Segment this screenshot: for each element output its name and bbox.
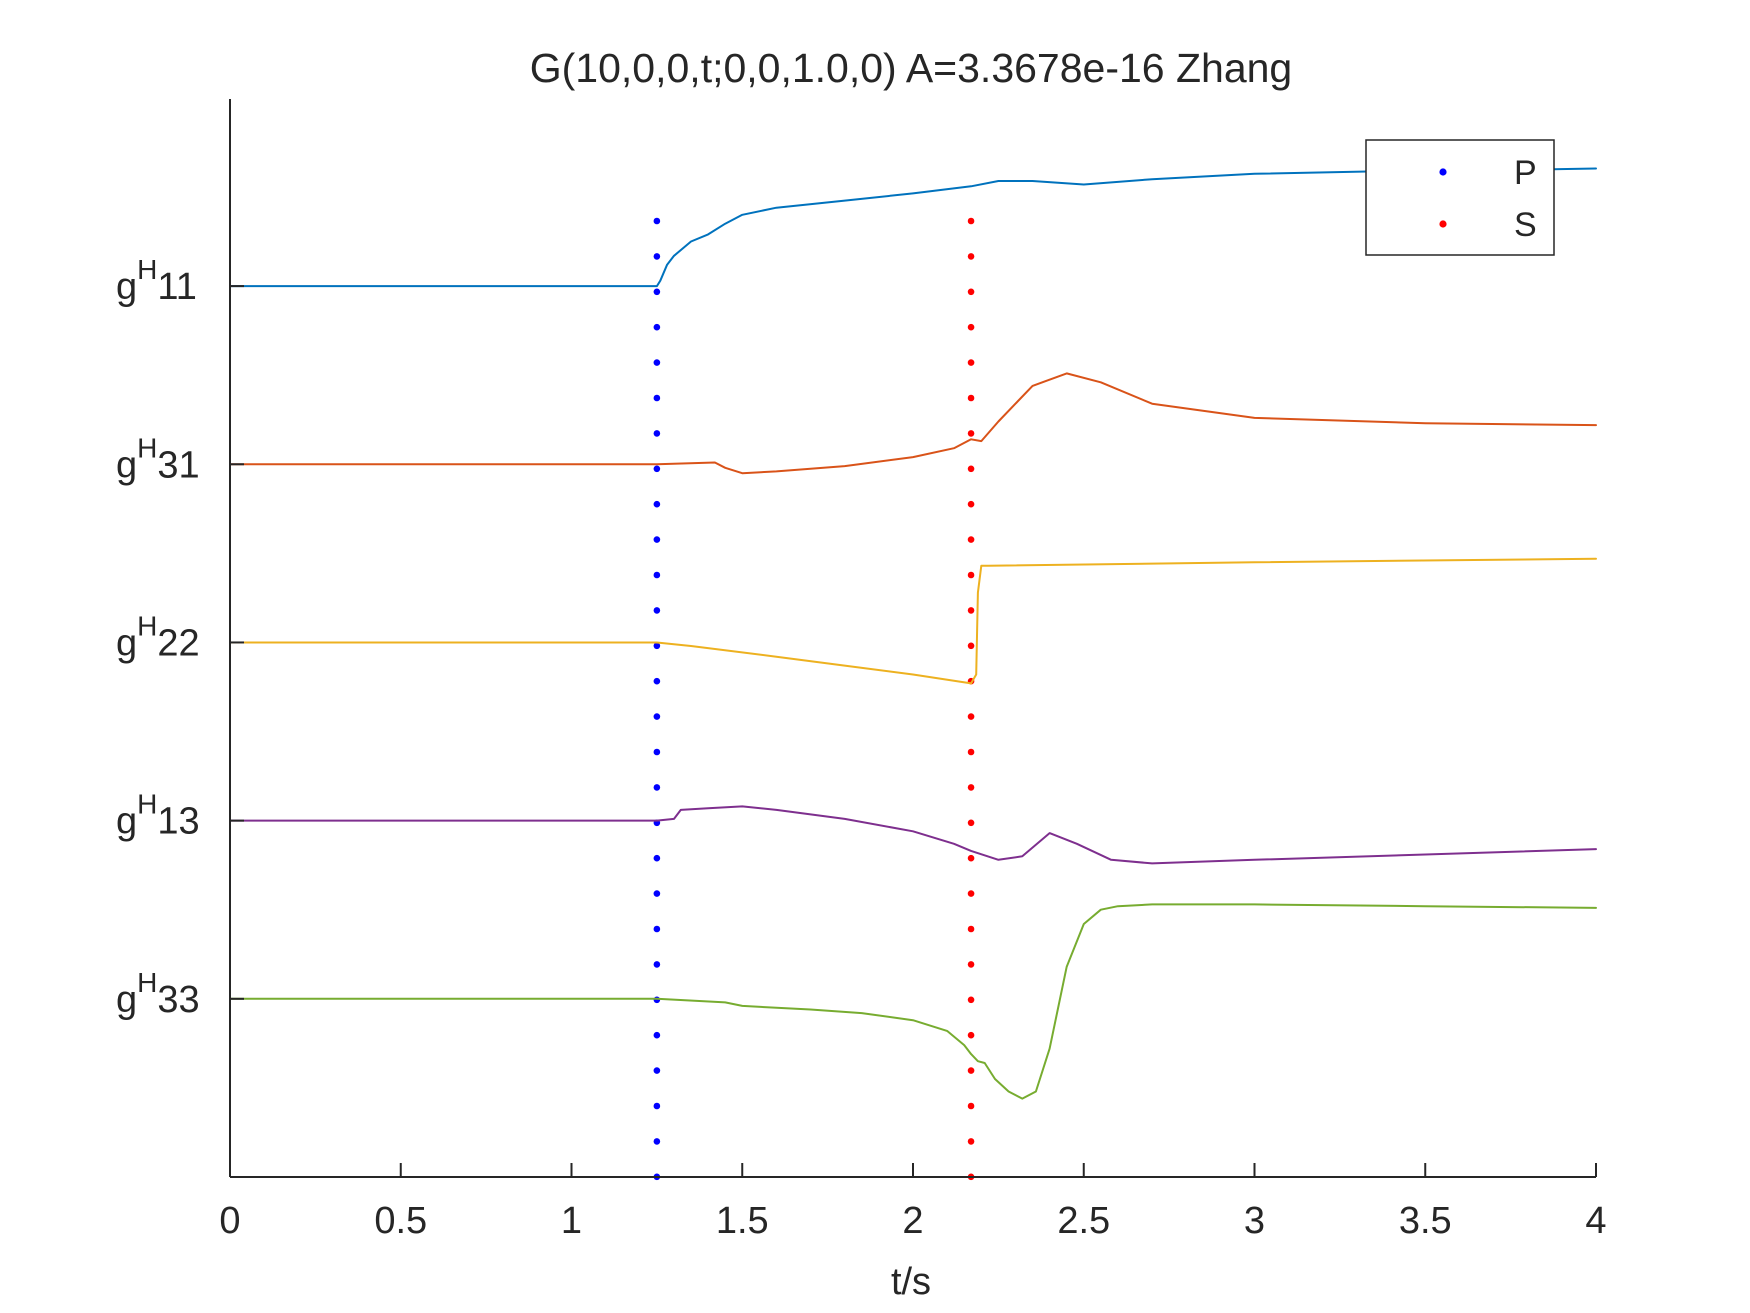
marker-point-p	[653, 253, 661, 260]
y-tick-label-gH31: gH31	[116, 432, 200, 486]
legend: PS	[1365, 139, 1555, 256]
marker-point-s	[967, 253, 975, 260]
marker-point-s	[967, 748, 975, 756]
y-tick-label-gH11: gH11	[116, 254, 197, 308]
y-label-base: g	[116, 979, 137, 1021]
marker-point-p	[653, 961, 661, 968]
y-label-sup: H	[137, 610, 157, 641]
marker-point-p	[653, 430, 661, 437]
marker-point-s	[967, 607, 975, 614]
y-label-base: g	[116, 266, 137, 308]
marker-point-p	[653, 607, 661, 614]
marker-point-s	[967, 713, 975, 720]
y-label-sub: 11	[157, 266, 196, 308]
x-tick-label: 1.5	[716, 1200, 769, 1242]
marker-point-s	[967, 1031, 975, 1039]
marker-point-s	[967, 571, 975, 579]
legend-label-p: P	[1514, 154, 1537, 192]
marker-point-p	[653, 784, 661, 791]
marker-point-p	[653, 288, 661, 296]
marker-point-p	[653, 359, 661, 366]
marker-point-p	[653, 890, 661, 897]
y-label-sub: 22	[157, 622, 199, 664]
legend-label-s: S	[1514, 206, 1537, 244]
marker-point-s	[967, 1102, 975, 1110]
marker-point-s	[967, 536, 975, 543]
x-tick-label: 0.5	[374, 1200, 427, 1242]
y-label-sub: 33	[157, 979, 199, 1021]
x-ticks: 0 0.5 1 1.5 2 2.5 3 3.5 4	[219, 1163, 1607, 1242]
marker-point-p	[653, 500, 661, 508]
marker-point-p	[653, 1102, 661, 1110]
x-tick-label: 2	[902, 1200, 923, 1242]
legend-marker-s	[1439, 220, 1447, 228]
y-label-sub: 13	[157, 801, 199, 843]
marker-point-p	[653, 465, 661, 473]
plot-area	[229, 167, 1597, 1181]
marker-point-p	[653, 1031, 661, 1039]
marker-point-p	[653, 217, 661, 225]
marker-point-s	[967, 642, 975, 650]
y-label-base: g	[116, 622, 137, 664]
y-label-base: g	[116, 801, 137, 843]
marker-point-s	[967, 1067, 975, 1074]
marker-point-s	[967, 430, 975, 437]
marker-point-s	[967, 996, 975, 1004]
marker-point-p	[653, 713, 661, 720]
marker-point-p	[653, 1067, 661, 1074]
y-tick-label-gH22: gH22	[116, 610, 200, 664]
y-tick-label-gH33: gH33	[116, 967, 200, 1021]
y-label-sup: H	[137, 432, 157, 463]
marker-point-s	[967, 819, 975, 827]
marker-point-p	[653, 571, 661, 579]
marker-point-p	[653, 854, 661, 862]
marker-point-s	[967, 1138, 975, 1145]
marker-point-s	[967, 925, 975, 933]
x-tick-label: 1	[561, 1200, 582, 1242]
x-tick-label: 3.5	[1399, 1200, 1452, 1242]
y-label-sup: H	[137, 967, 157, 998]
x-axis-label: t/s	[891, 1261, 931, 1303]
series-line-gH31	[229, 372, 1597, 475]
marker-point-s	[967, 217, 975, 225]
marker-point-s	[967, 323, 975, 331]
y-label-sub: 31	[157, 444, 199, 486]
x-tick-label: 0	[219, 1200, 240, 1242]
y-label-base: g	[116, 444, 137, 486]
x-tick-label: 4	[1585, 1200, 1606, 1242]
marker-point-s	[967, 359, 975, 366]
marker-point-p	[653, 394, 661, 402]
marker-point-s	[967, 854, 975, 862]
marker-point-p	[653, 925, 661, 933]
x-tick-label: 2.5	[1057, 1200, 1110, 1242]
marker-point-s	[967, 288, 975, 296]
y-label-sup: H	[137, 789, 157, 820]
marker-point-s	[967, 784, 975, 791]
legend-marker-p	[1439, 168, 1447, 176]
y-label-sup: H	[137, 254, 157, 285]
series-line-gH33	[229, 903, 1597, 1100]
series-line-gH22	[229, 557, 1597, 685]
marker-point-s	[967, 465, 975, 473]
series-line-gH11	[229, 167, 1597, 288]
marker-point-p	[653, 642, 661, 650]
legend-box	[1365, 139, 1555, 256]
marker-point-p	[653, 677, 661, 685]
marker-point-p	[653, 1138, 661, 1145]
marker-point-p	[653, 748, 661, 756]
series-line-gH13	[229, 805, 1597, 865]
marker-point-s	[967, 961, 975, 968]
marker-point-p	[653, 323, 661, 331]
marker-point-s	[967, 394, 975, 402]
y-tick-label-gH13: gH13	[116, 789, 200, 843]
marker-point-s	[967, 500, 975, 508]
chart-title: G(10,0,0,t;0,0,1.0,0) A=3.3678e-16 Zhang	[530, 45, 1292, 91]
marker-point-s	[967, 890, 975, 897]
x-tick-label: 3	[1244, 1200, 1265, 1242]
marker-point-p	[653, 536, 661, 543]
